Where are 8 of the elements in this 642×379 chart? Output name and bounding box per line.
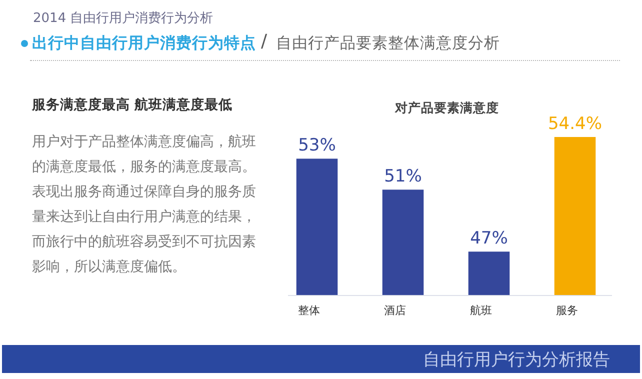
annotation: 自由行产品要素整体满意度分析 (276, 33, 500, 54)
title: 对产品要素满意度 (395, 100, 499, 115)
annotation: / (261, 31, 268, 52)
annotation: 自由行用户行为分析报告 (423, 349, 610, 371)
annotation: 服务满意度最高 航班满意度最低 (32, 96, 233, 114)
annotation: 出行中自由行用户消费行为特点 (32, 33, 256, 54)
annotation: 用户对于产品整体满意度偏高，航班的满意度最低，服务的满意度最高。表现出服务商通过保障自身的服务质量来达到让自由行用户满意的结果，而旅行中的航班容易受到不可抗因素影响，所以满意度偏低。 (32, 133, 257, 277)
annotation: 2014 自由行用户消费行为分析 (33, 10, 214, 27)
